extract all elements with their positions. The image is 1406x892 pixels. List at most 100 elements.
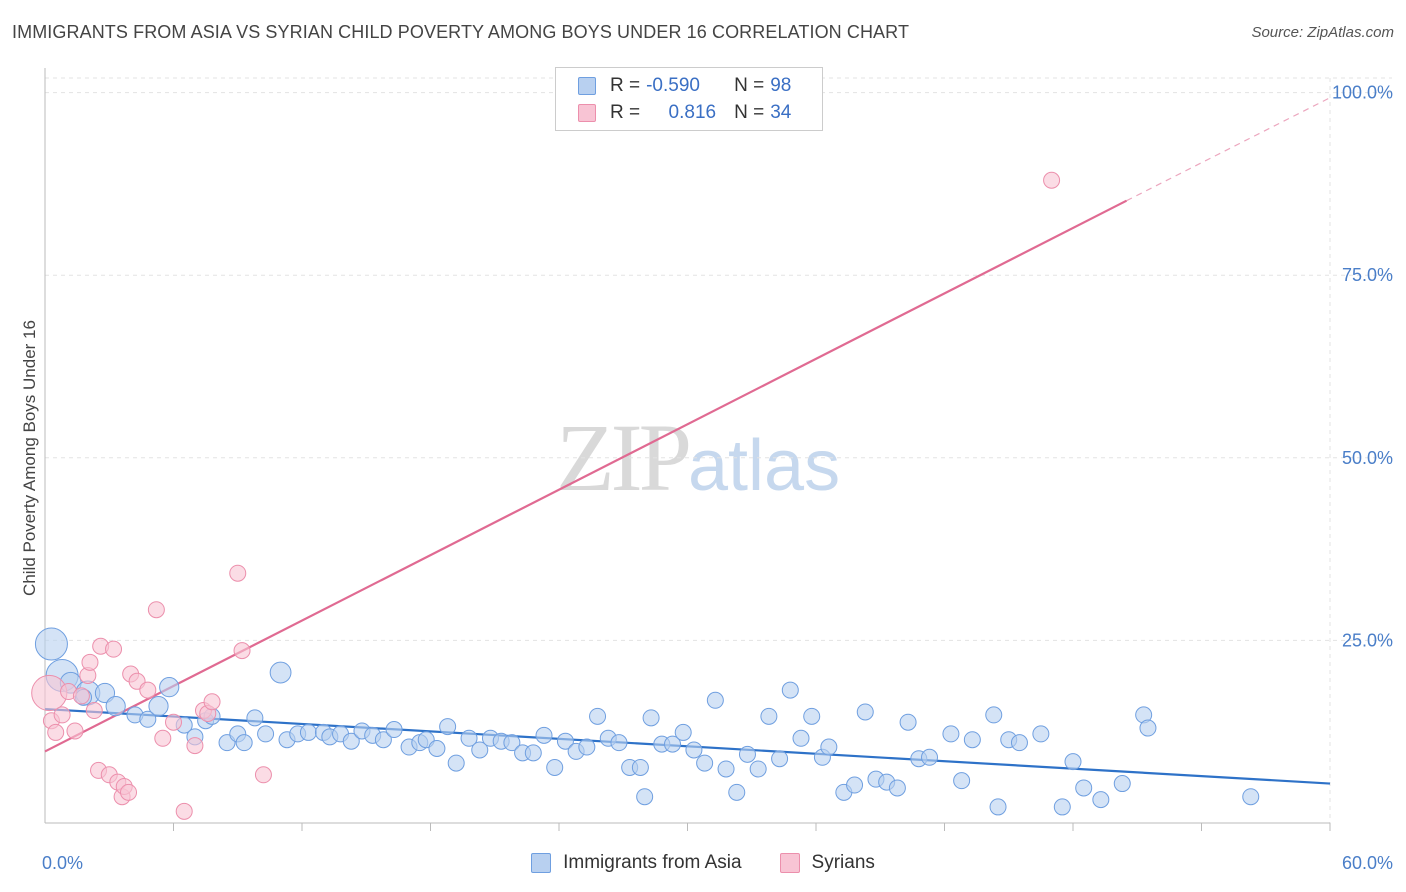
point-asia <box>374 731 392 749</box>
point-syrians <box>229 564 247 582</box>
point-syrians <box>120 783 138 801</box>
watermark: ZIPatlas <box>556 402 840 513</box>
point-syrians <box>186 737 204 755</box>
point-syrians <box>147 601 165 619</box>
point-syrians <box>53 706 71 724</box>
point-asia <box>899 713 917 731</box>
legend-r-value: -0.590 <box>646 75 700 96</box>
legend-swatch-asia <box>578 77 596 95</box>
x-tick-label: 0.0% <box>42 853 83 873</box>
y-tick-label: 100.0% <box>1332 83 1393 103</box>
point-syrians <box>139 681 157 699</box>
point-asia <box>1032 725 1050 743</box>
legend-n-value: 34 <box>770 102 792 123</box>
point-asia <box>1092 791 1110 809</box>
point-asia <box>610 734 628 752</box>
series-swatch-syrians <box>779 853 800 873</box>
point-asia <box>428 740 446 757</box>
point-asia <box>524 744 542 762</box>
point-asia <box>942 725 960 743</box>
point-asia <box>636 788 654 806</box>
y-tick-label: 50.0% <box>1342 448 1393 468</box>
series-legend-asia[interactable]: Immigrants from Asia <box>531 852 742 874</box>
point-asia <box>728 783 746 801</box>
point-syrians <box>85 702 103 720</box>
legend-n-label: N = <box>734 102 765 123</box>
point-asia <box>447 754 465 772</box>
legend-swatch-syrians <box>578 104 596 122</box>
series-label-asia: Immigrants from Asia <box>563 852 742 873</box>
point-asia <box>1075 779 1093 797</box>
point-syrians <box>154 729 172 747</box>
point-asia <box>94 682 116 704</box>
legend-r-label: R = <box>610 102 641 123</box>
point-asia <box>578 738 596 756</box>
y-tick-label: 75.0% <box>1342 265 1393 285</box>
point-asia <box>985 706 1003 724</box>
correlation-legend: R = -0.590 N = 98 R = 0.816 N = 34 <box>555 67 823 131</box>
trend-lines <box>44 97 1331 785</box>
legend-row-syrians: R = 0.816 N = 34 <box>578 101 791 125</box>
point-asia <box>717 760 735 778</box>
point-syrians <box>254 766 272 784</box>
point-asia <box>685 741 703 759</box>
point-asia <box>1139 719 1157 737</box>
point-asia <box>257 725 275 743</box>
point-syrians <box>66 722 84 740</box>
data-points <box>31 171 1260 820</box>
point-asia <box>556 732 574 750</box>
point-asia <box>706 691 724 709</box>
point-asia <box>953 772 971 790</box>
point-asia <box>820 738 838 756</box>
point-asia <box>34 627 68 661</box>
tick-labels: 25.0% 50.0% 75.0% 100.0% 0.0% 60.0% <box>42 83 1393 873</box>
point-asia <box>749 760 767 778</box>
point-asia <box>503 734 521 752</box>
series-swatch-asia <box>531 853 552 873</box>
watermark-atlas: atlas <box>688 426 841 506</box>
point-asia <box>546 758 564 776</box>
legend-n-label: N = <box>734 75 765 96</box>
point-asia <box>921 748 939 766</box>
legend-r-value: 0.816 <box>663 102 717 123</box>
point-asia <box>664 735 682 753</box>
legend-n-value: 98 <box>770 75 792 96</box>
point-asia <box>1064 753 1082 771</box>
point-asia <box>269 661 292 684</box>
point-syrians <box>203 693 221 711</box>
x-tick-label: 60.0% <box>1342 853 1393 873</box>
point-asia <box>299 723 317 741</box>
source-credit: Source: ZipAtlas.com <box>1251 24 1394 41</box>
point-asia <box>439 718 457 736</box>
point-asia <box>1010 734 1028 752</box>
point-asia <box>856 703 874 721</box>
point-asia <box>760 707 778 725</box>
point-asia <box>989 798 1007 816</box>
point-asia <box>642 709 660 727</box>
point-asia <box>385 721 403 739</box>
point-asia <box>159 677 180 698</box>
point-asia <box>246 709 264 727</box>
series-legend-syrians[interactable]: Syrians <box>779 852 875 874</box>
point-asia <box>148 696 169 717</box>
point-syrians <box>165 713 182 731</box>
series-label-syrians: Syrians <box>811 852 875 873</box>
point-asia <box>460 729 478 747</box>
point-syrians <box>1043 171 1061 189</box>
series-legend: Immigrants from Asia Syrians <box>0 852 1406 874</box>
point-asia <box>846 776 864 794</box>
point-asia <box>674 723 692 741</box>
point-asia <box>738 745 756 763</box>
point-asia <box>1113 775 1131 793</box>
point-asia <box>696 754 714 772</box>
point-asia <box>781 681 799 699</box>
y-tick-label: 25.0% <box>1342 630 1393 650</box>
point-asia <box>105 696 126 717</box>
grid-lines <box>45 77 1392 823</box>
legend-row-asia: R = -0.590 N = 98 <box>578 74 791 98</box>
point-asia <box>631 758 649 776</box>
point-asia <box>235 734 253 752</box>
point-asia <box>342 732 360 750</box>
point-syrians <box>233 642 251 660</box>
